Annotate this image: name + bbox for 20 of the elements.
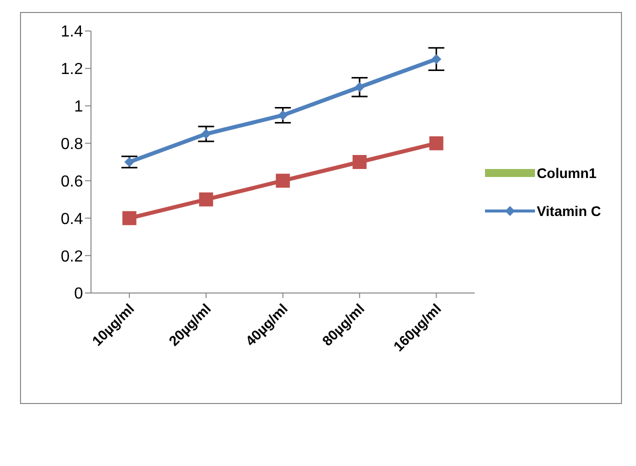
point <box>354 82 365 92</box>
point <box>278 110 288 120</box>
y-tick-label: 0.8 <box>60 136 84 153</box>
point <box>276 174 290 188</box>
point <box>352 155 367 169</box>
y-tick-label: 0.6 <box>60 173 84 190</box>
y-tick-label: 0.2 <box>60 248 84 266</box>
legend-label: Vitamin C <box>536 203 601 219</box>
point <box>122 211 136 226</box>
y-tick-label: 1.2 <box>60 61 84 78</box>
point <box>201 128 212 139</box>
y-tick-label: 1 <box>74 98 84 116</box>
legend-label: Column1 <box>536 165 597 181</box>
point <box>124 157 134 167</box>
point <box>429 136 444 150</box>
y-tick-label: 0.4 <box>60 210 84 228</box>
y-tick-label: 1.4 <box>60 24 84 41</box>
point <box>199 192 214 206</box>
point <box>431 54 442 64</box>
y-tick-label: 0 <box>74 286 84 303</box>
